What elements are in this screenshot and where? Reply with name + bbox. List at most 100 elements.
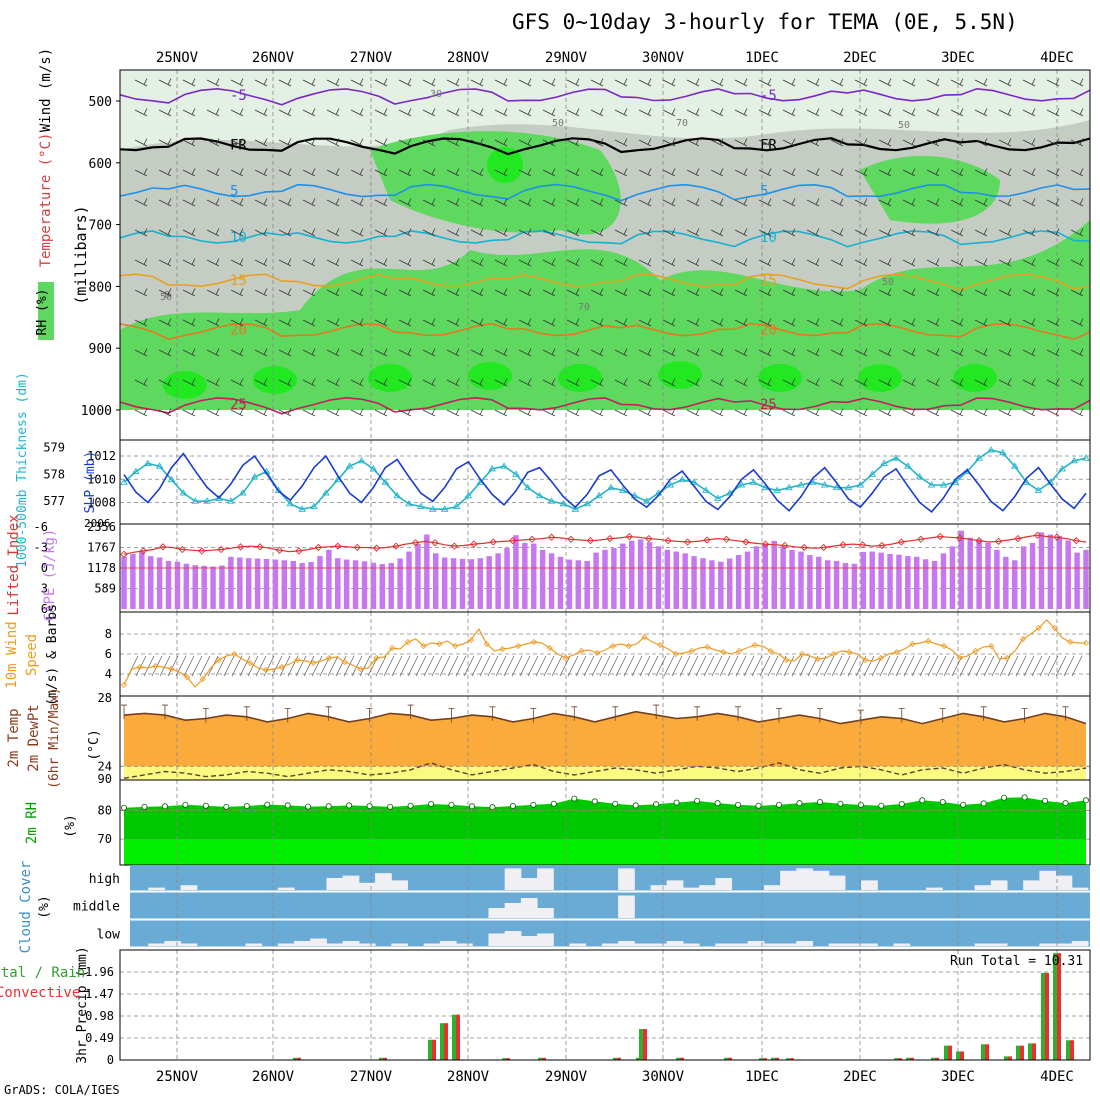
rh-contour-label: 50 (882, 277, 894, 288)
cape-bar (504, 548, 510, 609)
surface-wind-barb (743, 655, 755, 677)
lifted-index-marker (120, 550, 128, 558)
lifted-index-marker (761, 540, 769, 548)
wind-barb (278, 138, 292, 147)
cape-bar (548, 553, 555, 609)
wind-barb (302, 408, 316, 417)
cape-bar (361, 561, 368, 609)
cloud-unit-label: (%) (37, 895, 52, 918)
lifted-index-tick-label: 6 (41, 602, 48, 616)
wind-barb (158, 318, 172, 327)
wind-barb (326, 318, 340, 327)
thickness-line-marker (714, 494, 722, 501)
cape-bar (896, 554, 902, 609)
wind-barb (494, 198, 508, 207)
wind-barb (254, 108, 268, 117)
slp-tick-label: 1008 (87, 496, 116, 510)
wind-speed-marker (420, 642, 427, 650)
cape-bar (887, 554, 893, 609)
surface-wind-barb (527, 655, 539, 677)
wind-barb (902, 288, 916, 297)
wind-barb (590, 288, 604, 297)
cape-bar (869, 551, 875, 609)
wind-barb (686, 288, 700, 297)
wind-barb (854, 408, 868, 417)
wind-barb (638, 318, 652, 327)
wind-barb (182, 198, 196, 207)
surface-wind-barb (567, 655, 579, 677)
precip-conv-bar (1070, 1040, 1074, 1060)
precip-conv-bar (432, 1039, 436, 1060)
surface-wind-barb (703, 655, 715, 677)
wind-barb (398, 108, 412, 117)
surface-wind-barb (847, 655, 859, 677)
wind-barb (1046, 408, 1060, 417)
wind-barb (662, 138, 676, 147)
cloud-cell (342, 875, 360, 890)
rh-marker (694, 797, 701, 804)
thickness-line-marker (927, 481, 936, 488)
corner-label: 2006 (84, 517, 111, 530)
wind-barb (926, 78, 940, 87)
wind-barb (446, 318, 460, 327)
precip-conv-bar (985, 1044, 989, 1060)
wind-barb (878, 288, 892, 297)
wind-barb (326, 348, 340, 357)
cloud-cell (763, 943, 781, 946)
wind-barb (950, 408, 964, 417)
wind-speed-marker (972, 647, 979, 655)
wind-barb (374, 138, 388, 147)
rh-marker (202, 802, 209, 809)
cape-bar (816, 556, 822, 609)
temp-error-bar (202, 708, 209, 723)
rh-marker (325, 803, 332, 810)
panel-group: 25NOV 25NOV 26NOV 26NOV 27NOV 27NOV 28NOV 28NOV… (0, 48, 1091, 1085)
rh-marker (509, 803, 516, 810)
wind-barb (974, 378, 988, 387)
wind-barb (614, 228, 628, 237)
wind-barb (134, 78, 148, 87)
lifted-index-marker (606, 534, 614, 543)
cape-bar (967, 537, 973, 609)
wind-barb (134, 108, 148, 117)
rh-marker (223, 803, 230, 810)
slp-thickness-panel: 1008 1010 1012 577 578 579 2006 (43, 440, 1090, 530)
cloud-cell (375, 873, 392, 890)
surface-wind-barb (975, 655, 987, 677)
surface-wind-barb (879, 655, 891, 677)
thickness-line-marker (595, 491, 603, 499)
lifted-index-marker (994, 537, 1003, 545)
cape-bar (718, 561, 724, 609)
wind-barb (734, 198, 748, 207)
cloud-cell (634, 943, 652, 946)
wind-barb (974, 198, 988, 207)
wind-barb (1046, 288, 1060, 297)
rh-marker (284, 802, 291, 809)
rh-blob-6 (758, 364, 802, 392)
surface-wind-barb (919, 655, 931, 677)
wind-barb (686, 318, 700, 327)
wind-barb (686, 378, 700, 387)
date-label-bottom: 3DEC (941, 1069, 975, 1085)
cape-bar (744, 551, 751, 609)
wind-barb (782, 318, 796, 327)
wind-barb (182, 168, 196, 177)
rh-band-moist (120, 220, 1090, 410)
wind-barb (518, 228, 532, 237)
wind-barb (878, 228, 892, 237)
temp-error-bar (653, 704, 660, 720)
wind-barb (902, 258, 916, 267)
wind-barb (950, 348, 964, 357)
surface-wind-barb (255, 655, 267, 677)
temp-error-bar (816, 708, 823, 723)
temp-error-bar (161, 704, 168, 720)
surface-wind-barb (759, 655, 771, 677)
wind-barb (734, 168, 748, 177)
below-surface-band (120, 410, 1090, 440)
surface-wind-barb (671, 655, 683, 677)
cloud-row-label: high (89, 872, 120, 887)
wind-barb (230, 408, 244, 417)
wind-barb (830, 348, 844, 357)
cape-bar (486, 556, 492, 609)
wind-barb (254, 318, 268, 327)
